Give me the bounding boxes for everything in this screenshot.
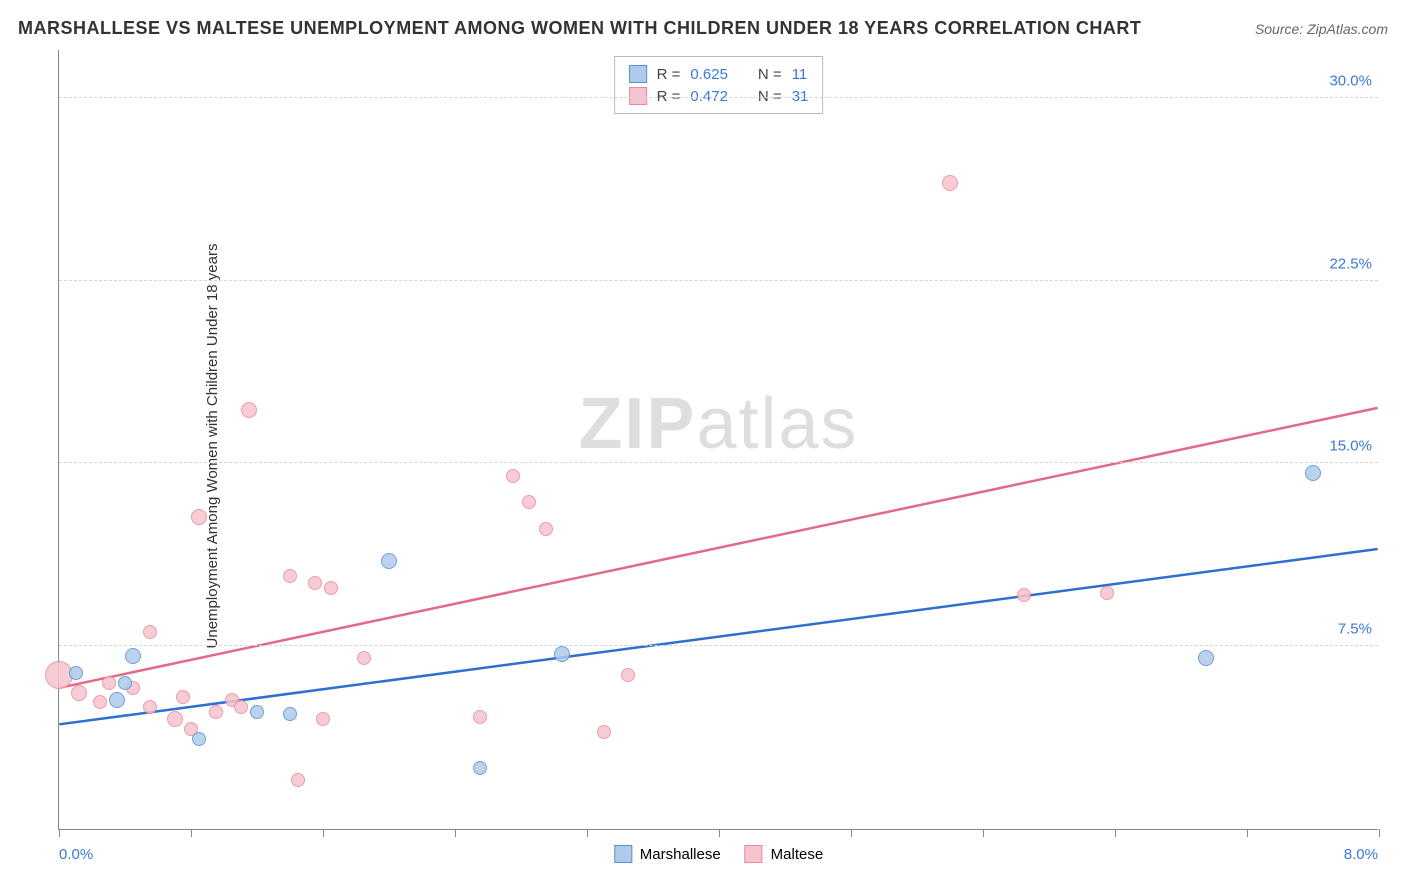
- legend-item-0: Marshallese: [614, 845, 721, 863]
- data-point: [554, 646, 570, 662]
- data-point: [1100, 586, 1114, 600]
- data-point: [1198, 650, 1214, 666]
- x-tick: [851, 829, 852, 837]
- x-tick: [1379, 829, 1380, 837]
- data-point: [324, 581, 338, 595]
- x-axis-min-label: 0.0%: [59, 846, 93, 863]
- data-point: [621, 668, 635, 682]
- trend-line: [59, 549, 1377, 724]
- chart-header: MARSHALLESE VS MALTESE UNEMPLOYMENT AMON…: [18, 18, 1388, 39]
- data-point: [1305, 465, 1321, 481]
- y-tick-label: 7.5%: [1338, 621, 1372, 638]
- x-tick: [587, 829, 588, 837]
- data-point: [93, 695, 107, 709]
- stats-r-value-0: 0.625: [690, 66, 728, 83]
- data-point: [283, 569, 297, 583]
- data-point: [473, 710, 487, 724]
- data-point: [308, 576, 322, 590]
- y-tick-label: 15.0%: [1329, 438, 1372, 455]
- y-tick-label: 30.0%: [1329, 72, 1372, 89]
- legend-label-0: Marshallese: [640, 846, 721, 863]
- watermark: ZIPatlas: [578, 383, 858, 465]
- x-axis-max-label: 8.0%: [1344, 846, 1378, 863]
- data-point: [381, 553, 397, 569]
- stats-n-value-0: 11: [792, 66, 808, 83]
- gridline: [59, 645, 1378, 646]
- data-point: [522, 495, 536, 509]
- legend-swatch-1: [745, 845, 763, 863]
- data-point: [176, 690, 190, 704]
- legend: Marshallese Maltese: [614, 845, 823, 863]
- data-point: [102, 676, 116, 690]
- data-point: [506, 469, 520, 483]
- gridline: [59, 97, 1378, 98]
- data-point: [109, 692, 125, 708]
- chart-title: MARSHALLESE VS MALTESE UNEMPLOYMENT AMON…: [18, 18, 1141, 39]
- data-point: [316, 712, 330, 726]
- data-point: [1017, 588, 1031, 602]
- x-tick: [1115, 829, 1116, 837]
- data-point: [192, 732, 206, 746]
- watermark-light: atlas: [696, 384, 858, 464]
- x-tick: [59, 829, 60, 837]
- stats-swatch-0: [629, 65, 647, 83]
- gridline: [59, 280, 1378, 281]
- correlation-stats-box: R = 0.625 N = 11 R = 0.472 N = 31: [614, 56, 824, 114]
- x-tick: [455, 829, 456, 837]
- data-point: [942, 175, 958, 191]
- source-attribution: Source: ZipAtlas.com: [1255, 21, 1388, 37]
- data-point: [291, 773, 305, 787]
- x-tick: [719, 829, 720, 837]
- data-point: [125, 648, 141, 664]
- data-point: [473, 761, 487, 775]
- data-point: [234, 700, 248, 714]
- data-point: [69, 666, 83, 680]
- data-point: [357, 651, 371, 665]
- x-tick: [983, 829, 984, 837]
- plot-area: ZIPatlas R = 0.625 N = 11 R = 0.472 N = …: [58, 50, 1378, 830]
- data-point: [143, 700, 157, 714]
- legend-label-1: Maltese: [771, 846, 824, 863]
- y-tick-label: 22.5%: [1329, 255, 1372, 272]
- data-point: [209, 705, 223, 719]
- data-point: [71, 685, 87, 701]
- data-point: [241, 402, 257, 418]
- x-tick: [191, 829, 192, 837]
- x-tick: [323, 829, 324, 837]
- stats-row-series-0: R = 0.625 N = 11: [629, 63, 809, 85]
- data-point: [167, 711, 183, 727]
- data-point: [250, 705, 264, 719]
- data-point: [118, 676, 132, 690]
- stats-n-label: N =: [758, 66, 782, 83]
- data-point: [191, 509, 207, 525]
- data-point: [597, 725, 611, 739]
- gridline: [59, 462, 1378, 463]
- x-tick: [1247, 829, 1248, 837]
- data-point: [143, 625, 157, 639]
- legend-swatch-0: [614, 845, 632, 863]
- data-point: [283, 707, 297, 721]
- watermark-bold: ZIP: [578, 384, 696, 464]
- stats-r-label: R =: [657, 66, 681, 83]
- legend-item-1: Maltese: [745, 845, 824, 863]
- data-point: [539, 522, 553, 536]
